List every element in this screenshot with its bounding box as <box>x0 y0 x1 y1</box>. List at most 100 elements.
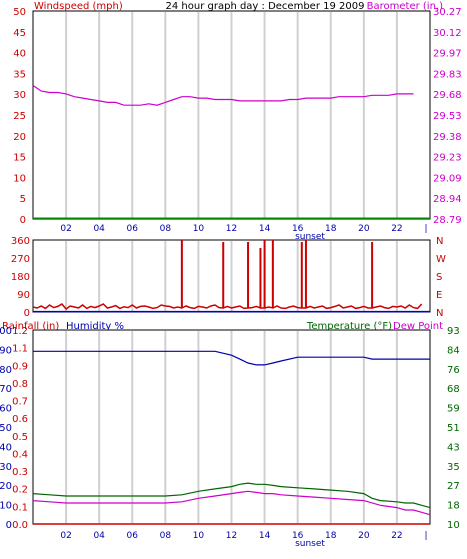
y-tick-label: 0.2 <box>12 485 28 496</box>
x-tick-label: | <box>424 531 427 541</box>
y-tick-label: 35 <box>447 462 460 473</box>
x-tick-label: 12 <box>226 531 237 541</box>
x-tick-label: 08 <box>160 224 172 234</box>
x-tick-label: 02 <box>60 531 71 541</box>
x-tick-label: 18 <box>325 224 337 234</box>
y-tick-label: 80 <box>0 365 12 376</box>
temperature-axis-label: Temperature (°F) <box>306 321 392 332</box>
y-tick-label: 27 <box>447 481 460 492</box>
y-tick-label: 51 <box>447 423 460 434</box>
wind-baro-panel: Windspeed (mph) 24 hour graph day : Dece… <box>13 1 461 242</box>
y-tick-label: 76 <box>447 365 460 376</box>
y-tick-label: 29.68 <box>433 90 462 101</box>
y-tick-label: 0.9 <box>12 361 28 372</box>
rainfall-axis-label: Rainfall (in) <box>2 321 59 332</box>
y-tick-label: 90 <box>0 345 12 356</box>
y-tick-label: 29.38 <box>433 132 462 143</box>
wind-baro-x-ticks: 02 04 06 08 10 12 14 16 18 20 22 | <box>60 224 427 234</box>
barometer-axis-label: Barometer (in.) <box>367 1 443 12</box>
y-tick-label: 1.2 <box>12 326 28 337</box>
y-tick-label: 43 <box>447 442 460 453</box>
y-tick-label: 0.5 <box>12 432 28 443</box>
temperature-line <box>32 482 431 509</box>
x-tick-label: 04 <box>93 531 105 541</box>
y-tick-label: 59 <box>447 404 460 415</box>
y-tick-label: 28.94 <box>433 194 462 205</box>
y-tick-label: 0.0 <box>12 520 28 531</box>
y-tick-label: 84 <box>447 345 460 356</box>
y-tick-label: 10 <box>447 520 460 531</box>
barometer-line <box>32 85 414 106</box>
chart-title: 24 hour graph day : December 19 2009 <box>166 1 365 12</box>
y-tick-label: 18 <box>447 501 460 512</box>
y-tick-label: 50 <box>0 423 12 434</box>
y-tick-label: 29.83 <box>433 69 462 80</box>
temp-humidity-gridlines <box>65 331 398 523</box>
y-tick-label: 270 <box>11 254 30 265</box>
y-tick-label: N <box>436 308 443 319</box>
y-tick-label: 30.27 <box>433 7 462 18</box>
y-tick-label: 0.7 <box>12 397 28 408</box>
y-tick-label: 180 <box>11 272 30 283</box>
x-tick-label: 10 <box>193 531 205 541</box>
y-tick-label: 45 <box>13 28 26 39</box>
y-tick-label: 0.1 <box>12 502 28 513</box>
y-tick-label: 30 <box>0 462 12 473</box>
y-tick-label: 40 <box>13 49 26 60</box>
x-tick-label: 10 <box>193 224 205 234</box>
y-tick-label: 0.4 <box>12 449 28 460</box>
x-tick-label: 16 <box>292 531 304 541</box>
x-tick-label: 16 <box>292 224 304 234</box>
dewpoint-axis-label: Dew Point <box>393 321 443 332</box>
y-tick-label: S <box>436 272 442 283</box>
y-tick-label: 50 <box>13 7 26 18</box>
y-tick-label: 68 <box>447 384 460 395</box>
y-tick-label: 29.53 <box>433 111 462 122</box>
x-tick-label: 14 <box>259 531 271 541</box>
x-tick-label: 06 <box>127 224 139 234</box>
humidity-line <box>33 350 430 366</box>
y-tick-label: 5 <box>20 194 26 205</box>
y-tick-label: 15 <box>13 153 26 164</box>
x-tick-label: 22 <box>391 531 402 541</box>
y-tick-label: N <box>436 236 443 247</box>
x-tick-label: 22 <box>391 224 402 234</box>
y-tick-label: W <box>436 254 446 265</box>
humidity-axis-label: Humidity % <box>66 321 124 332</box>
dewpoint-line <box>32 490 431 516</box>
x-tick-label: 20 <box>358 531 370 541</box>
y-tick-label: 0.3 <box>12 467 28 478</box>
y-tick-label: E <box>436 290 442 301</box>
direction-trace <box>32 303 423 311</box>
temp-humidity-x-ticks: 02 04 06 08 10 12 14 16 18 20 22 | <box>60 531 427 541</box>
y-tick-label: 29.09 <box>433 173 462 184</box>
x-tick-label: 02 <box>60 224 71 234</box>
y-tick-label: 28.79 <box>433 215 462 226</box>
x-tick-label: | <box>424 224 427 234</box>
y-tick-label: 0.8 <box>12 379 28 390</box>
y-tick-label: 30.12 <box>433 28 462 39</box>
y-tick-label: 90 <box>17 290 30 301</box>
sunset-label-1: sunset <box>295 232 325 242</box>
x-tick-label: 18 <box>325 531 337 541</box>
sunset-label-3: sunset <box>295 539 325 549</box>
humidity-axis-ticks: 1009080706050403020100 <box>0 326 12 531</box>
y-tick-label: 40 <box>0 442 12 453</box>
temp-axis-ticks: 93 84 76 68 59 51 43 35 27 18 10 <box>447 326 460 531</box>
x-tick-label: 14 <box>259 224 271 234</box>
x-tick-label: 20 <box>358 224 370 234</box>
y-tick-label: 20 <box>0 481 12 492</box>
y-tick-label: 360 <box>11 236 30 247</box>
wind-baro-gridlines <box>65 12 398 218</box>
direction-degree-ticks: 360 270 180 90 0 <box>11 236 30 319</box>
x-tick-label: 04 <box>93 224 105 234</box>
y-tick-label: 25 <box>13 111 26 122</box>
y-tick-label: 0 <box>6 520 12 531</box>
temp-humidity-panel: Rainfall (in) Humidity % Temperature (°F… <box>0 321 460 549</box>
y-tick-label: 93 <box>447 326 460 337</box>
baro-axis-ticks: 30.27 30.12 29.97 29.83 29.68 29.53 29.38 29.23… <box>433 7 462 226</box>
y-tick-label: 29.97 <box>433 49 462 60</box>
y-tick-label: 60 <box>0 404 12 415</box>
